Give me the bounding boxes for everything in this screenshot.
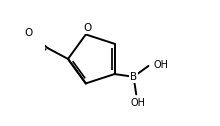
Text: O: O [24,28,32,38]
Text: OH: OH [130,98,145,108]
Text: OH: OH [154,60,169,70]
Text: B: B [130,72,137,82]
Text: O: O [83,23,91,33]
